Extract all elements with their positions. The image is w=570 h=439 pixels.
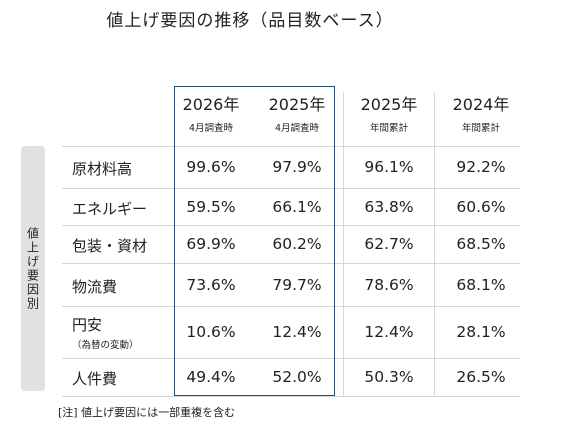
- row-label: 物流費: [72, 276, 117, 297]
- table-cell: 79.7%: [272, 275, 322, 294]
- chart-title: 値上げ要因の推移（品目数ベース）: [106, 11, 394, 31]
- row-divider: [62, 146, 520, 147]
- column-divider: [343, 92, 344, 396]
- table-cell: 78.6%: [364, 275, 414, 294]
- column-header: 2026年 4月調査時: [168, 92, 254, 134]
- column-header-year: 2024年: [452, 95, 510, 114]
- footnote: [注] 値上げ要因には一部重複を含む: [58, 406, 236, 419]
- row-divider: [62, 263, 520, 264]
- table-cell: 12.4%: [364, 323, 414, 341]
- table-cell: 60.2%: [272, 235, 322, 253]
- table-cell: 92.2%: [456, 158, 506, 176]
- row-group-label: 値上げ要因別: [21, 146, 45, 391]
- column-header: 2024年年間累計: [438, 92, 524, 134]
- table-cell: 28.1%: [456, 323, 506, 341]
- row-label: エネルギー: [72, 198, 147, 219]
- table-cell: 12.4%: [272, 323, 322, 341]
- row-label-text: 物流費: [72, 277, 118, 296]
- row-label-text: 原材料高: [72, 160, 133, 178]
- row-label-text: 人件費: [72, 370, 118, 388]
- column-header: 2025年年間累計: [346, 92, 432, 134]
- row-label-text: エネルギー: [72, 199, 148, 218]
- row-divider: [62, 188, 520, 189]
- row-label-text: 円安: [72, 316, 103, 334]
- table-cell: 73.6%: [186, 275, 236, 294]
- table-cell: 66.1%: [272, 197, 322, 216]
- row-divider: [62, 225, 520, 226]
- table-cell: 69.9%: [186, 235, 236, 253]
- column-header-year: 2025年: [360, 95, 418, 114]
- table-cell: 97.9%: [272, 158, 322, 176]
- table-cell: 49.4%: [186, 368, 236, 386]
- column-header-sub: 年間累計: [369, 123, 408, 134]
- table-cell: 99.6%: [186, 158, 236, 176]
- column-header-sub: 4月調査時: [188, 123, 234, 134]
- row-label: 円安 （為替の変動）: [72, 314, 139, 351]
- row-group-label-text: 値上げ要因別: [25, 226, 40, 311]
- row-label: 包装・資材: [72, 235, 147, 256]
- row-label-text: 包装・資材: [72, 237, 148, 255]
- column-divider: [434, 92, 435, 396]
- column-header-sub: 4月調査時: [274, 123, 320, 134]
- row-label: 人件費: [72, 368, 117, 389]
- table-cell: 63.8%: [364, 197, 414, 216]
- row-divider: [62, 396, 520, 397]
- table-cell: 96.1%: [364, 158, 414, 176]
- table-cell: 10.6%: [186, 323, 236, 341]
- table-cell: 62.7%: [364, 235, 414, 253]
- table-cell: 59.5%: [186, 197, 236, 216]
- column-header-year: 2025年: [268, 95, 326, 114]
- column-header: 2025年 4月調査時: [254, 92, 340, 134]
- table-cell: 52.0%: [272, 368, 322, 386]
- row-divider: [62, 306, 520, 307]
- row-label-note: （為替の変動）: [72, 340, 139, 351]
- row-divider: [62, 358, 520, 359]
- table-cell: 68.1%: [456, 275, 506, 294]
- column-header-sub: 年間累計: [461, 123, 500, 134]
- table-cell: 60.6%: [456, 197, 506, 216]
- table-cell: 50.3%: [364, 368, 414, 386]
- table-cell: 68.5%: [456, 235, 506, 253]
- column-header-year: 2026年: [182, 95, 240, 114]
- row-label: 原材料高: [72, 158, 132, 179]
- table-cell: 26.5%: [456, 368, 506, 386]
